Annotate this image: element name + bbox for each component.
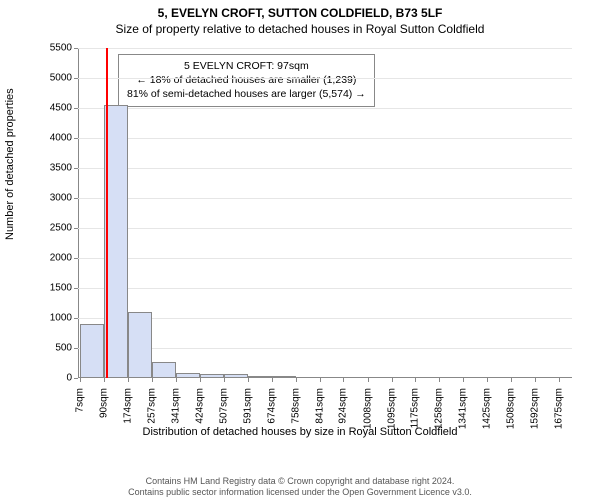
y-axis-label: Number of detached properties <box>4 88 16 240</box>
x-tick <box>224 378 225 382</box>
footer-line1: Contains HM Land Registry data © Crown c… <box>0 476 600 487</box>
x-tick <box>272 378 273 382</box>
annotation-line3: 81% of semi-detached houses are larger (… <box>127 87 366 101</box>
x-tick <box>368 378 369 382</box>
x-tick-label: 924sqm <box>338 384 349 424</box>
x-tick <box>248 378 249 382</box>
x-tick-label: 90sqm <box>98 384 109 418</box>
x-tick <box>320 378 321 382</box>
x-tick-label: 1425sqm <box>482 384 493 429</box>
x-tick-label: 7sqm <box>75 384 86 412</box>
x-tick-label: 1095sqm <box>387 384 398 429</box>
x-tick-label: 841sqm <box>314 384 325 424</box>
histogram-bar <box>128 312 152 378</box>
x-tick <box>559 378 560 382</box>
x-tick <box>463 378 464 382</box>
y-axis-line <box>78 48 79 378</box>
y-tick-label: 4000 <box>50 133 78 144</box>
y-tick-label: 4500 <box>50 103 78 114</box>
x-tick-label: 1008sqm <box>362 384 373 429</box>
x-tick <box>128 378 129 382</box>
histogram-bar <box>272 376 296 378</box>
y-tick-label: 0 <box>66 373 78 384</box>
x-tick <box>80 378 81 382</box>
chart-container: Number of detached properties 5 EVELYN C… <box>20 40 580 440</box>
y-tick-label: 3000 <box>50 193 78 204</box>
histogram-bar <box>152 362 176 378</box>
y-tick-label: 3500 <box>50 163 78 174</box>
footer-line2: Contains public sector information licen… <box>0 487 600 498</box>
x-tick <box>176 378 177 382</box>
x-tick <box>439 378 440 382</box>
histogram-bar <box>200 374 224 378</box>
x-tick-label: 758sqm <box>290 384 301 424</box>
y-tick-label: 2500 <box>50 223 78 234</box>
gridline <box>78 78 572 79</box>
y-tick-label: 1000 <box>50 313 78 324</box>
x-tick <box>152 378 153 382</box>
x-tick-label: 174sqm <box>122 384 133 424</box>
y-tick-label: 2000 <box>50 253 78 264</box>
gridline <box>78 108 572 109</box>
gridline <box>78 138 572 139</box>
annotation-line2: ← 18% of detached houses are smaller (1,… <box>127 73 366 87</box>
gridline <box>78 228 572 229</box>
x-tick-label: 674sqm <box>266 384 277 424</box>
x-tick <box>104 378 105 382</box>
x-tick-label: 591sqm <box>242 384 253 424</box>
x-tick-label: 341sqm <box>170 384 181 424</box>
footer-attribution: Contains HM Land Registry data © Crown c… <box>0 476 600 498</box>
chart-title-address: 5, EVELYN CROFT, SUTTON COLDFIELD, B73 5… <box>0 0 600 20</box>
x-tick-label: 1592sqm <box>530 384 541 429</box>
gridline <box>78 198 572 199</box>
gridline <box>78 288 572 289</box>
annotation-line1: 5 EVELYN CROFT: 97sqm <box>127 59 366 73</box>
x-tick <box>511 378 512 382</box>
x-tick-label: 507sqm <box>218 384 229 424</box>
gridline <box>78 318 572 319</box>
x-tick-label: 1341sqm <box>458 384 469 429</box>
x-tick-label: 1508sqm <box>506 384 517 429</box>
gridline <box>78 168 572 169</box>
y-tick-label: 500 <box>55 343 78 354</box>
annotation-box: 5 EVELYN CROFT: 97sqm ← 18% of detached … <box>118 54 375 107</box>
x-tick <box>296 378 297 382</box>
plot-area: 5 EVELYN CROFT: 97sqm ← 18% of detached … <box>78 48 572 378</box>
gridline <box>78 258 572 259</box>
property-marker-line <box>106 48 108 378</box>
x-tick <box>487 378 488 382</box>
histogram-bar <box>224 374 248 378</box>
x-tick-label: 257sqm <box>146 384 157 424</box>
gridline <box>78 48 572 49</box>
x-tick <box>392 378 393 382</box>
x-tick-label: 424sqm <box>194 384 205 424</box>
histogram-bar <box>176 373 200 378</box>
y-tick-label: 1500 <box>50 283 78 294</box>
x-tick-label: 1175sqm <box>410 384 421 428</box>
histogram-bar <box>248 376 272 378</box>
y-tick-label: 5000 <box>50 73 78 84</box>
x-tick-label: 1258sqm <box>434 384 445 429</box>
x-tick-label: 1675sqm <box>554 384 565 429</box>
histogram-bar <box>80 324 104 378</box>
x-tick <box>343 378 344 382</box>
chart-title-desc: Size of property relative to detached ho… <box>0 20 600 36</box>
x-tick <box>535 378 536 382</box>
y-tick-label: 5500 <box>50 43 78 54</box>
x-tick <box>415 378 416 382</box>
gridline <box>78 348 572 349</box>
x-axis-label: Distribution of detached houses by size … <box>20 426 580 438</box>
x-tick <box>200 378 201 382</box>
